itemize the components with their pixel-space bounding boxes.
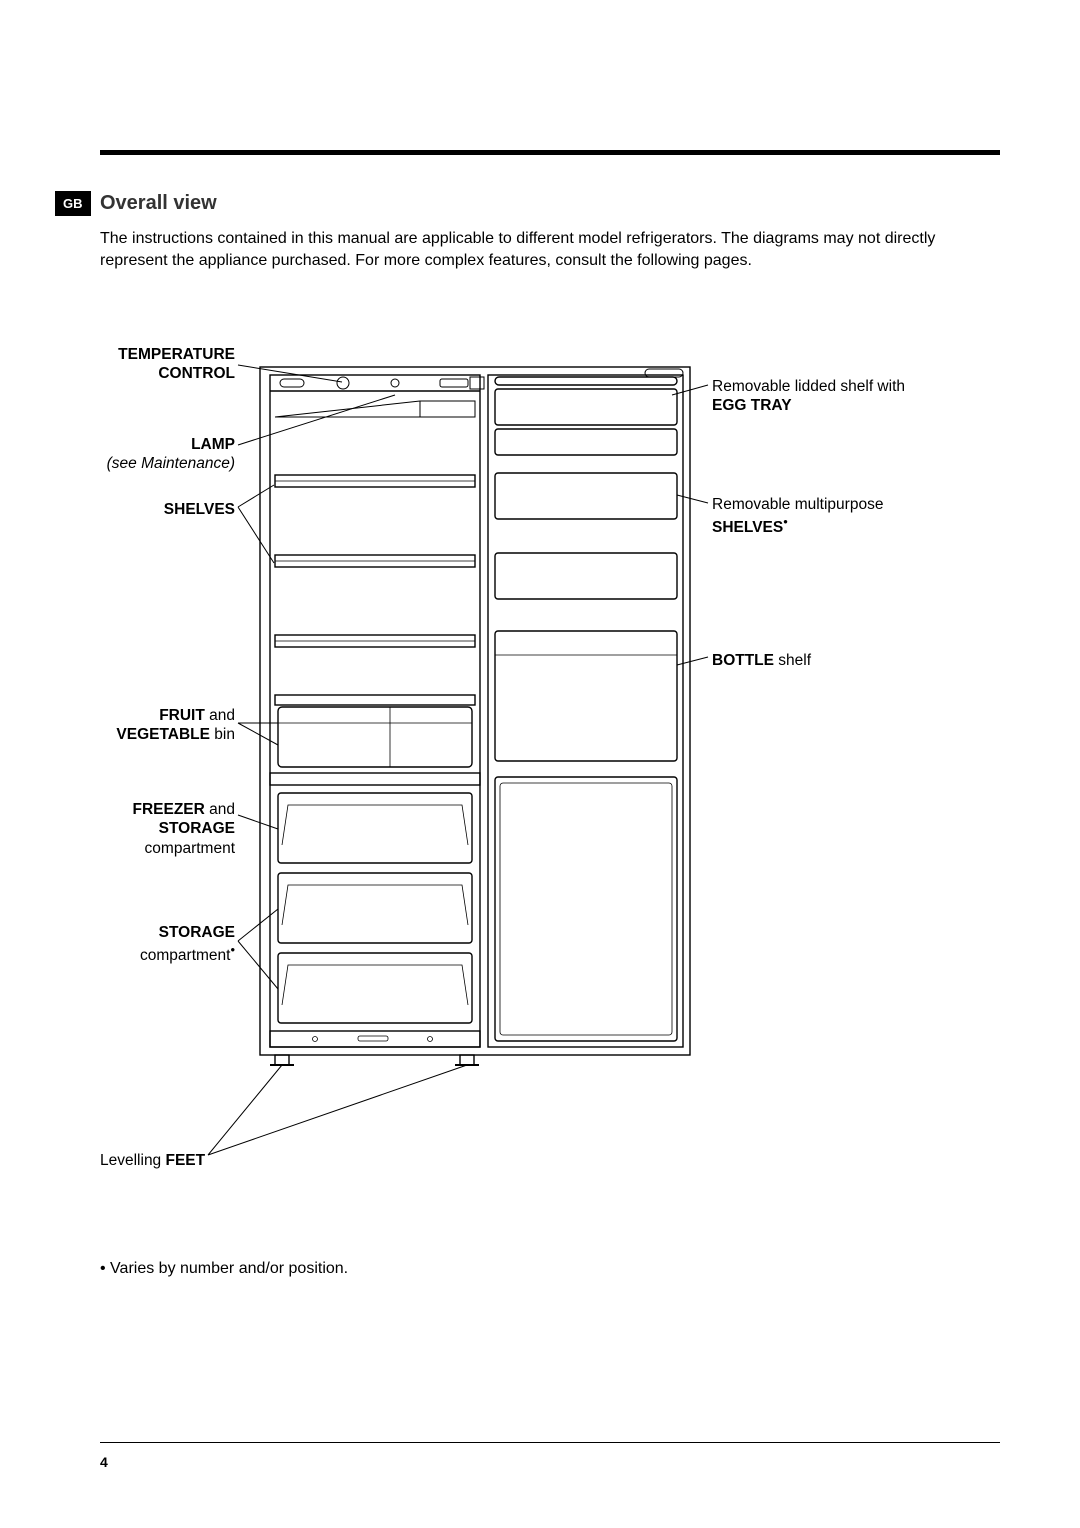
label-shelves: SHELVES (100, 500, 235, 519)
label-temperature-control: TEMPERATURE CONTROL (100, 345, 235, 384)
top-rule (100, 150, 1000, 155)
label-lamp: LAMP (see Maintenance) (100, 435, 235, 474)
label-levelling-feet: Levelling FEET (100, 1151, 250, 1170)
label-storage-compartment: STORAGE compartment• (100, 923, 235, 966)
fridge-diagram: TEMPERATURE CONTROL LAMP (see Maintenanc… (100, 345, 1000, 1215)
language-badge: GB (55, 191, 91, 216)
label-freezer-storage: FREEZER and STORAGE compartment (100, 800, 235, 858)
page-number: 4 (100, 1454, 108, 1470)
label-fruit-veg-bin: FRUIT and VEGETABLE bin (100, 706, 235, 745)
bottom-rule (100, 1442, 1000, 1444)
label-egg-tray: Removable lidded shelf with EGG TRAY (712, 377, 932, 416)
page-heading: Overall view (100, 192, 217, 215)
intro-paragraph: The instructions contained in this manua… (100, 228, 980, 271)
label-multipurpose-shelves: Removable multipurpose SHELVES• (712, 495, 972, 538)
footnote: • Varies by number and/or position. (100, 1260, 348, 1278)
label-bottle-shelf: BOTTLE shelf (712, 651, 912, 670)
fridge-svg (100, 345, 1000, 1215)
